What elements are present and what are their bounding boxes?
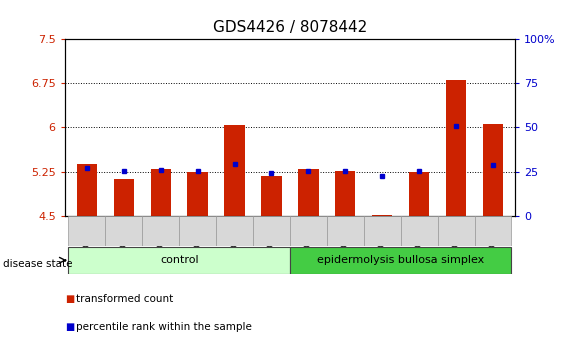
Bar [77,164,97,216]
Bar [483,125,503,216]
Text: ■: ■ [65,294,74,304]
Text: disease state: disease state [3,259,72,269]
Bar [364,216,401,246]
Bar [150,169,171,216]
Bar [290,247,511,274]
Bar [114,179,134,216]
Bar [187,172,208,216]
Text: transformed count: transformed count [76,294,173,304]
Bar [225,125,245,216]
Bar [372,215,392,216]
Bar [437,216,475,246]
Text: epidermolysis bullosa simplex: epidermolysis bullosa simplex [317,255,484,265]
Bar [69,216,105,246]
Bar [105,216,142,246]
Bar [475,216,511,246]
Bar [298,169,319,216]
Bar [446,80,466,216]
Title: GDS4426 / 8078442: GDS4426 / 8078442 [213,20,367,35]
Bar [253,216,290,246]
Bar [69,247,290,274]
Text: percentile rank within the sample: percentile rank within the sample [76,322,252,332]
Text: control: control [160,255,199,265]
Bar [142,216,179,246]
Bar [327,216,364,246]
Bar [335,171,355,216]
Bar [290,216,327,246]
Bar [216,216,253,246]
Bar [179,216,216,246]
Bar [401,216,437,246]
Bar [261,176,282,216]
Text: ■: ■ [65,322,74,332]
Bar [409,172,430,216]
